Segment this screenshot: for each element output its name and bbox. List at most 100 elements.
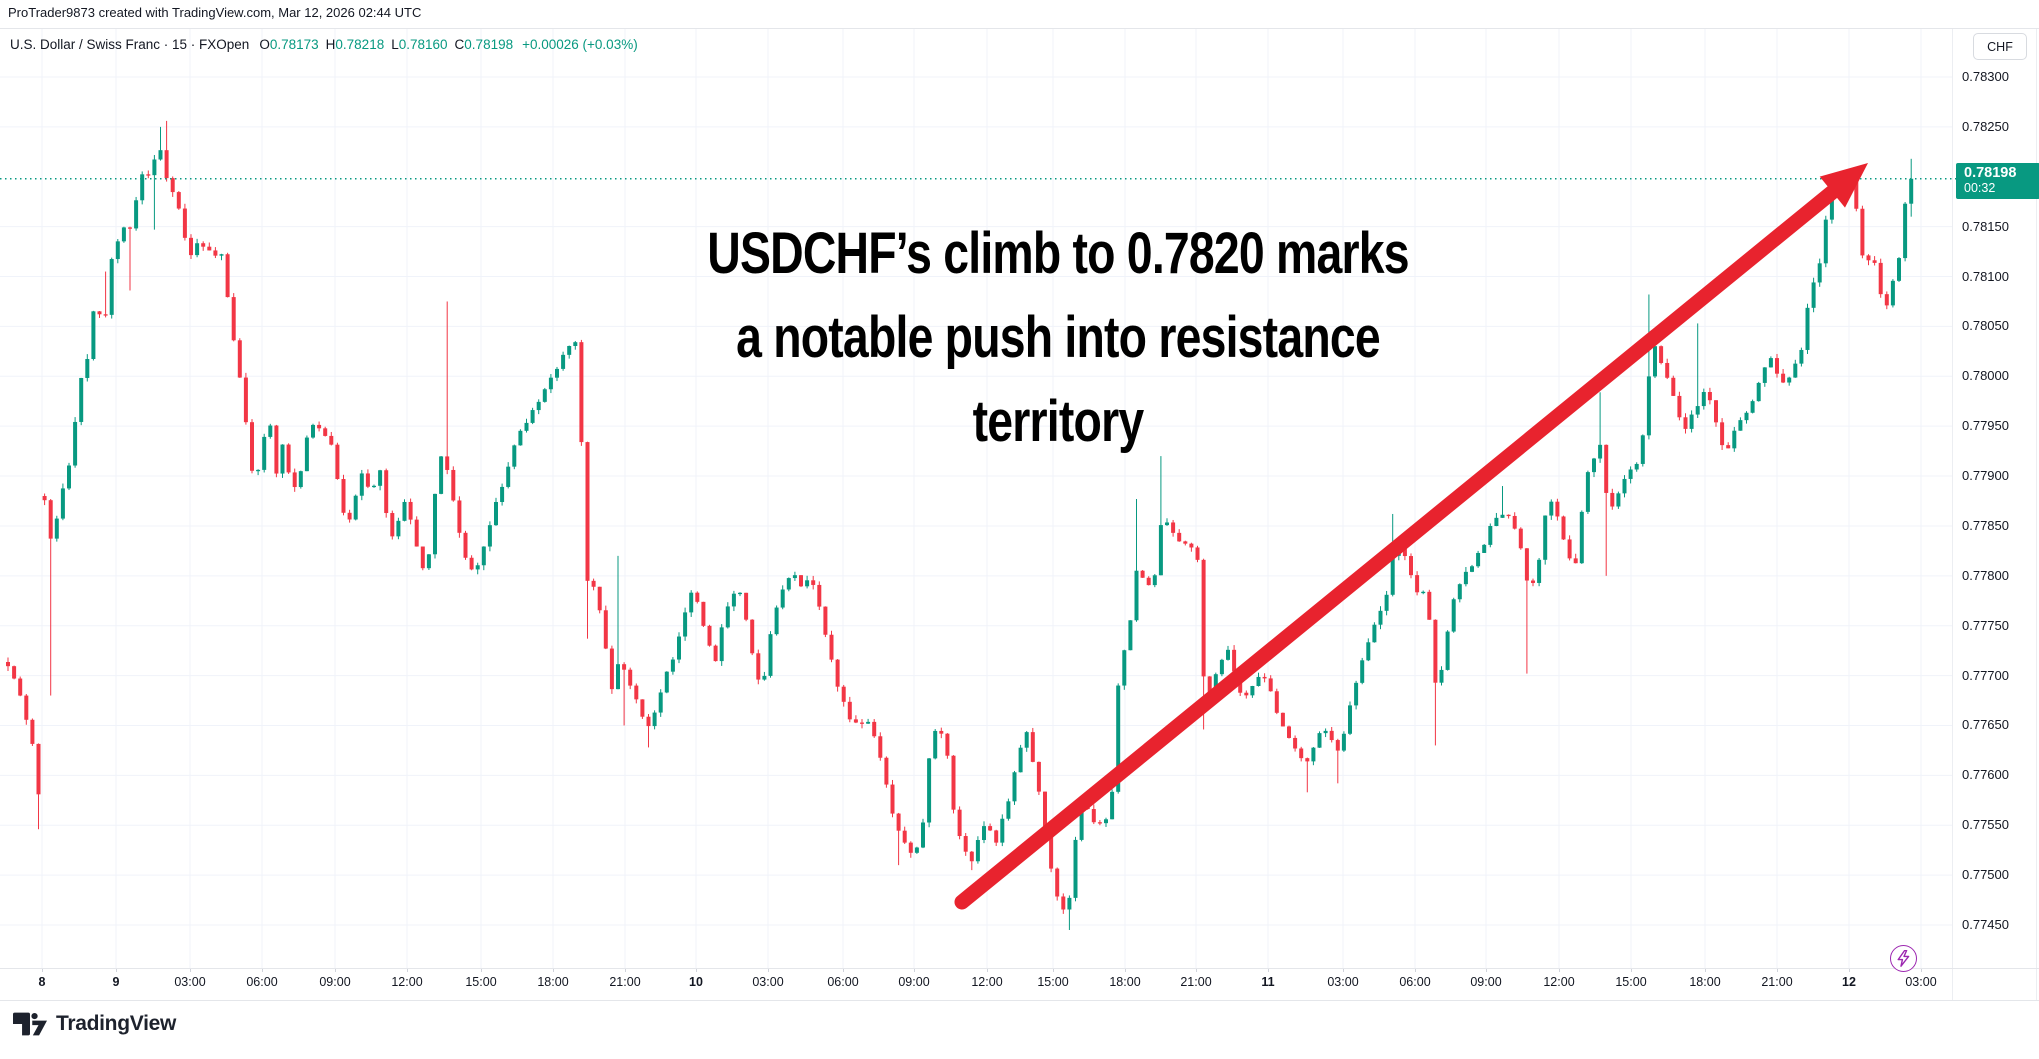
time-axis-tickmark <box>1849 968 1850 972</box>
time-axis-tickmark <box>768 968 769 972</box>
time-axis-label: 15:00 <box>1037 975 1069 989</box>
time-axis-label: 21:00 <box>1180 975 1212 989</box>
time-axis-tickmark <box>1196 968 1197 972</box>
time-axis-label: 06:00 <box>246 975 278 989</box>
annotation-note-line1: USDCHF’s climb to 0.7820 marks <box>707 221 1409 286</box>
time-axis-tickmark <box>1559 968 1560 972</box>
price-axis-label: 0.77650 <box>1962 717 2009 733</box>
time-axis-label: 09:00 <box>898 975 930 989</box>
ohlc-open: O0.78173 <box>259 37 319 52</box>
header-divider <box>0 28 2039 29</box>
price-axis-label: 0.78250 <box>1962 118 2009 134</box>
time-axis-day-label: 10 <box>689 975 703 989</box>
time-axis-tickmark <box>1921 968 1922 972</box>
price-axis-label: 0.77450 <box>1962 917 2009 932</box>
annotation-note-line3: territory <box>972 389 1145 454</box>
price-axis-label: 0.77950 <box>1962 418 2009 434</box>
time-axis-tickmark <box>1053 968 1054 972</box>
time-axis-tickmark <box>843 968 844 972</box>
time-axis-tickmark <box>1125 968 1126 972</box>
price-axis-label: 0.78050 <box>1962 318 2009 334</box>
ohlc-high: H0.78218 <box>325 37 385 52</box>
tradingview-logo[interactable]: TradingView <box>13 1012 176 1036</box>
time-axis-tickmark <box>262 968 263 972</box>
time-scale[interactable]: 8 9 03:00 06:00 09:00 12:00 15:00 18:00 21:00 10 0… <box>0 968 2039 1000</box>
time-axis-label: 06:00 <box>827 975 859 989</box>
price-axis-label: 0.77700 <box>1962 667 2009 683</box>
time-axis-tickmark <box>42 968 43 972</box>
time-axis-label: 09:00 <box>319 975 351 989</box>
annotation-note-line2: a notable push into resistance <box>736 305 1381 370</box>
time-axis-day-label: 8 <box>38 975 46 989</box>
time-axis-label: 03:00 <box>1327 975 1359 989</box>
symbol-legend[interactable]: U.S. Dollar / Swiss Franc · 15 · FXOpen O… <box>10 37 638 52</box>
time-axis-tickmark <box>987 968 988 972</box>
time-axis-tickmark <box>696 968 697 972</box>
time-axis-tickmark <box>553 968 554 972</box>
price-axis-label: 0.77550 <box>1962 817 2009 833</box>
price-axis-label: 0.78000 <box>1962 368 2009 384</box>
time-axis-day-label: 9 <box>112 975 120 989</box>
bar-countdown: 00:32 <box>1964 181 1996 196</box>
current-price-label: 0.78198 00:32 <box>1956 162 2039 199</box>
time-axis-label: 03:00 <box>752 975 784 989</box>
change-value: +0.00026 (+0.03%) <box>522 37 638 52</box>
boost-lightning-button[interactable] <box>1890 945 1917 972</box>
ohlc-close: C0.78198 <box>454 37 514 52</box>
time-axis-tickmark <box>1486 968 1487 972</box>
time-axis-label: 06:00 <box>1399 975 1431 989</box>
price-axis-label: 0.77800 <box>1962 567 2009 583</box>
time-axis-tickmark <box>1631 968 1632 972</box>
right-edge-divider <box>2036 28 2037 1000</box>
symbol-title: U.S. Dollar / Swiss Franc · 15 · FXOpen <box>10 37 250 52</box>
time-axis-day-label: 12 <box>1842 975 1856 989</box>
lightning-bolt-icon <box>1897 950 1910 967</box>
time-axis-label: 12:00 <box>971 975 1003 989</box>
time-axis-label: 21:00 <box>609 975 641 989</box>
time-axis-label: 18:00 <box>1109 975 1141 989</box>
price-axis-label: 0.78300 <box>1962 69 2009 84</box>
time-axis-tickmark <box>481 968 482 972</box>
price-axis-label: 0.77750 <box>1962 617 2009 633</box>
price-axis-label: 0.77600 <box>1962 767 2009 783</box>
time-axis-label: 15:00 <box>465 975 497 989</box>
time-axis-label: 03:00 <box>1905 975 1937 989</box>
time-axis-day-label: 11 <box>1261 975 1275 989</box>
tradingview-mark-icon <box>13 1012 47 1036</box>
ohlc-low: L0.78160 <box>391 37 448 52</box>
time-axis-label: 12:00 <box>1543 975 1575 989</box>
time-axis-tickmark <box>1268 968 1269 972</box>
time-axis-tickmark <box>914 968 915 972</box>
current-price-value: 0.78198 <box>1964 164 2017 181</box>
scale-divider <box>1952 28 1953 1000</box>
time-axis-tickmark <box>116 968 117 972</box>
time-axis-tickmark <box>1343 968 1344 972</box>
time-axis-label: 12:00 <box>391 975 423 989</box>
time-axis-tickmark <box>335 968 336 972</box>
axis-divider <box>0 968 2039 969</box>
time-axis-tickmark <box>1705 968 1706 972</box>
annotation-note: USDCHF’s climb to 0.7820 marks a notable… <box>698 212 1418 464</box>
price-scale[interactable]: 0.78300 0.78250 0.78150 0.78100 0.78050 0.780… <box>1952 28 2039 968</box>
time-axis-tickmark <box>190 968 191 972</box>
time-axis-tickmark <box>407 968 408 972</box>
time-axis-tickmark <box>625 968 626 972</box>
time-axis-label: 18:00 <box>1689 975 1721 989</box>
price-axis-label: 0.77900 <box>1962 468 2009 484</box>
price-axis-label: 0.77850 <box>1962 517 2009 533</box>
time-axis-tickmark <box>1777 968 1778 972</box>
price-axis-label: 0.78150 <box>1962 218 2009 234</box>
time-axis-label: 09:00 <box>1470 975 1502 989</box>
time-axis-label: 15:00 <box>1615 975 1647 989</box>
tradingview-wordmark: TradingView <box>56 1012 177 1035</box>
currency-toggle-button[interactable]: CHF <box>1973 33 2027 60</box>
time-axis-tickmark <box>1415 968 1416 972</box>
time-axis-label: 03:00 <box>174 975 206 989</box>
bottom-divider <box>0 1000 2039 1001</box>
price-axis-label: 0.77500 <box>1962 867 2009 883</box>
time-axis-label: 21:00 <box>1761 975 1793 989</box>
credit-line: ProTrader9873 created with TradingView.c… <box>8 5 422 20</box>
time-axis-label: 18:00 <box>537 975 569 989</box>
